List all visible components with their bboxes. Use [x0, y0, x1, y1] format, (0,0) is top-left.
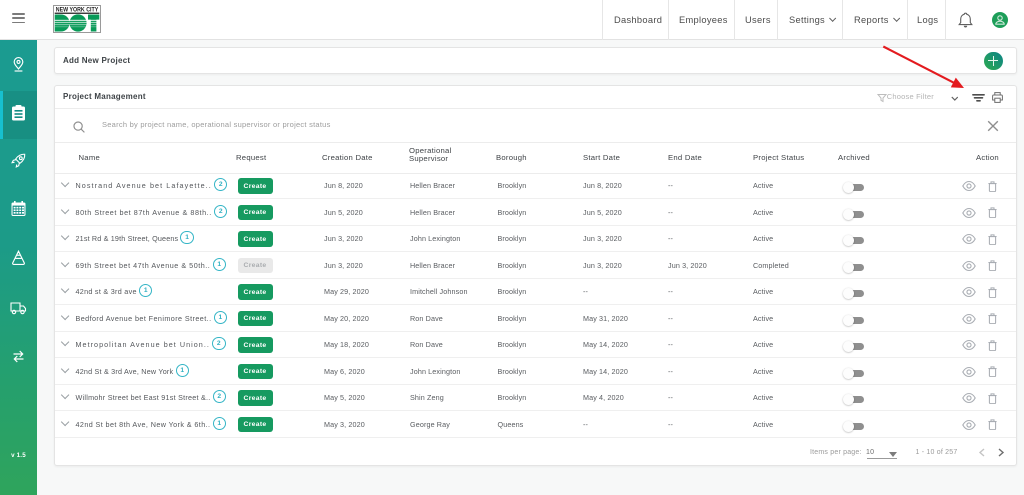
svg-text:NEW YORK CITY: NEW YORK CITY — [56, 7, 99, 14]
